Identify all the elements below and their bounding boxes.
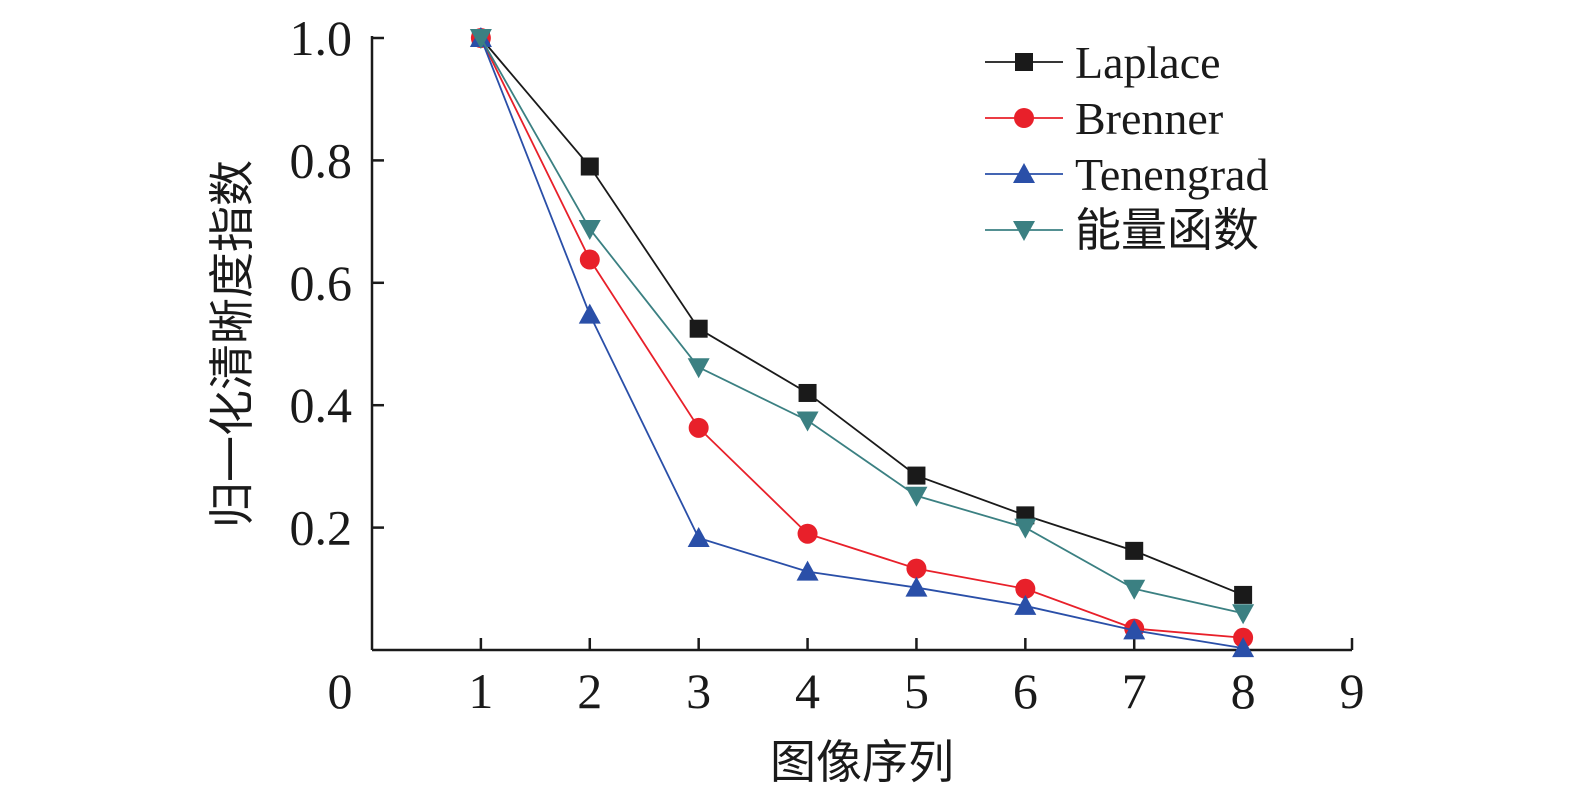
legend-item-energy-function: 能量函数 [985, 205, 1259, 256]
data-point-tenengrad [905, 576, 928, 597]
legend-label: Tenengrad [1075, 149, 1268, 200]
y-ticks: 0.2 0.4 0.6 0.8 1.0 [290, 10, 384, 556]
x-tick-label: 1 [468, 663, 493, 719]
x-tick-label: 3 [686, 663, 711, 719]
series-layer [469, 27, 1255, 658]
series-laplace [471, 29, 1253, 604]
legend-label: 能量函数 [1075, 205, 1259, 256]
data-point-energy-function [578, 219, 601, 240]
y-tick-label: 1.0 [290, 10, 353, 66]
data-point-laplace [580, 157, 599, 176]
y-tick-label: 0.6 [290, 255, 353, 311]
data-point-laplace [1234, 585, 1253, 604]
data-point-energy-function [796, 411, 819, 432]
axes: 0 1 2 3 4 5 6 7 8 9 0.2 0.4 0.6 0.8 1.0 [290, 10, 1365, 719]
legend-marker [1014, 108, 1034, 128]
series-tenengrad [469, 27, 1255, 658]
data-point-tenengrad [1014, 594, 1037, 615]
data-point-energy-function [1123, 579, 1146, 600]
data-point-energy-function [1232, 604, 1255, 625]
data-point-laplace [798, 383, 817, 402]
series-line-laplace [480, 37, 1244, 596]
legend-item-brenner: Brenner [985, 93, 1223, 144]
series-line-tenengrad [480, 37, 1244, 650]
x-tick-label: 8 [1231, 663, 1256, 719]
y-tick-label: 0.4 [290, 377, 353, 433]
data-point-tenengrad [796, 560, 819, 581]
x-ticks: 0 1 2 3 4 5 6 7 8 9 [328, 638, 1365, 719]
y-tick-label: 0.8 [290, 132, 353, 188]
data-point-brenner [579, 249, 600, 270]
legend-label: Laplace [1075, 37, 1221, 88]
data-point-tenengrad [1232, 637, 1255, 658]
data-point-energy-function [469, 29, 492, 49]
legend-marker [1013, 163, 1035, 183]
x-tick-label: 4 [795, 663, 820, 719]
series-energy-function [469, 29, 1255, 625]
x-tick-label: 0 [328, 663, 353, 719]
data-point-energy-function [687, 358, 710, 379]
x-axis-title: 图像序列 [770, 737, 954, 788]
data-point-tenengrad [578, 303, 601, 324]
series-line-brenner [480, 37, 1244, 639]
data-point-energy-function [905, 486, 928, 507]
y-tick-label: 0.2 [290, 500, 353, 556]
legend-marker [1013, 221, 1035, 241]
data-point-laplace [1125, 541, 1144, 560]
x-tick-label: 2 [577, 663, 602, 719]
data-point-brenner [688, 417, 709, 438]
data-point-energy-function [1014, 518, 1037, 539]
data-point-brenner [1015, 578, 1036, 599]
data-point-tenengrad [687, 527, 710, 548]
y-axis-title: 归一化清晰度指数 [207, 160, 258, 528]
data-point-brenner [797, 523, 818, 544]
x-tick-label: 9 [1340, 663, 1365, 719]
legend-item-laplace: Laplace [985, 37, 1221, 88]
legend-marker [1015, 53, 1033, 71]
legend-item-tenengrad: Tenengrad [985, 149, 1268, 200]
x-tick-label: 5 [904, 663, 929, 719]
x-tick-label: 6 [1013, 663, 1038, 719]
data-point-brenner [906, 558, 927, 579]
data-point-laplace [689, 319, 708, 338]
series-line-energy-function [480, 37, 1244, 615]
x-tick-label: 7 [1122, 663, 1147, 719]
data-point-laplace [907, 466, 926, 485]
legend-label: Brenner [1075, 93, 1223, 144]
data-point-tenengrad [1123, 619, 1146, 640]
